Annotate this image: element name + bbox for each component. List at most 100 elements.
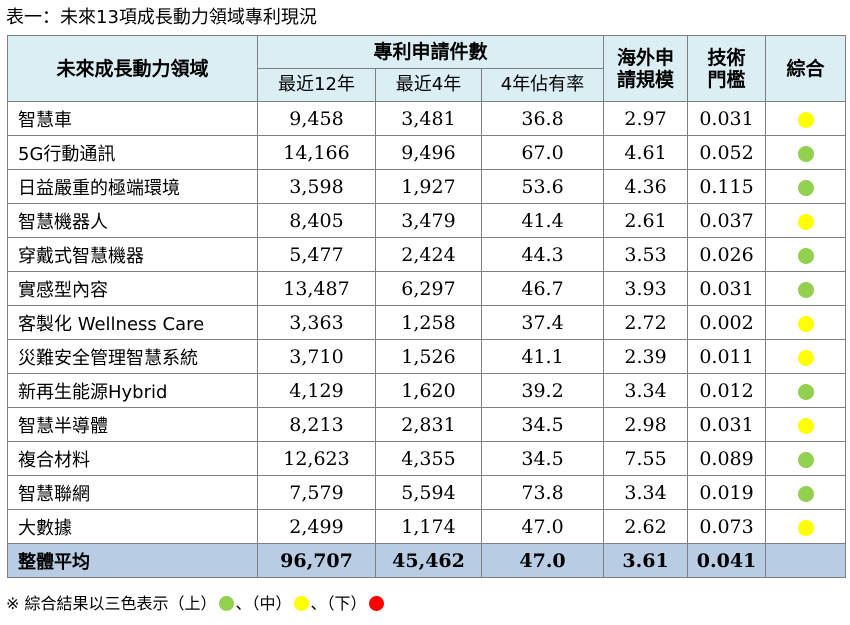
row-r4: 3,481 xyxy=(375,101,482,136)
row-field-name: 日益嚴重的極端環境 xyxy=(7,169,258,204)
table-row: 穿戴式智慧機器 5,477 2,424 44.3 3.53 0.026 xyxy=(7,237,847,272)
green-dot-icon xyxy=(797,383,814,400)
header-share4: 4年佔有率 xyxy=(480,68,605,102)
row-rating xyxy=(765,441,847,476)
row-share: 34.5 xyxy=(480,407,605,442)
green-dot-icon xyxy=(797,247,814,264)
row-overseas: 2.97 xyxy=(603,101,689,136)
row-field-name: 智慧聯網 xyxy=(7,475,258,510)
row-tech: 0.031 xyxy=(687,101,767,136)
row-overseas: 4.61 xyxy=(603,135,689,170)
yellow-dot-icon xyxy=(797,417,814,434)
row-tech: 0.031 xyxy=(687,407,767,442)
table-row: 智慧半導體 8,213 2,831 34.5 2.98 0.031 xyxy=(7,407,847,442)
row-r12: 14,166 xyxy=(257,135,376,170)
row-r4: 2,831 xyxy=(375,407,482,442)
row-r4: 1,927 xyxy=(375,169,482,204)
row-rating xyxy=(765,407,847,442)
row-r12: 3,598 xyxy=(257,169,376,204)
green-dot-icon xyxy=(797,485,814,502)
red-dot-icon xyxy=(368,596,384,611)
row-r4: 5,594 xyxy=(375,475,482,510)
row-tech: 0.012 xyxy=(687,373,767,408)
row-overseas: 3.34 xyxy=(603,373,689,408)
table-body: 智慧車 9,458 3,481 36.8 2.97 0.031 5G行動通訊 14,166 9,… xyxy=(7,101,847,578)
green-dot-icon xyxy=(218,596,234,611)
row-share: 41.4 xyxy=(480,203,605,238)
row-rating xyxy=(765,509,847,544)
patent-table: 未來成長動力領域 專利申請件數 海外申請規模 技術門檻 綜合 最近12年 最近4… xyxy=(7,35,847,578)
table-row: 實感型內容 13,487 6,297 46.7 3.93 0.031 xyxy=(7,271,847,306)
row-tech: 0.037 xyxy=(687,203,767,238)
row-overseas: 2.61 xyxy=(603,203,689,238)
row-overseas: 4.36 xyxy=(603,169,689,204)
row-r4: 6,297 xyxy=(375,271,482,306)
row-overseas: 3.53 xyxy=(603,237,689,272)
row-r4: 3,479 xyxy=(375,203,482,238)
row-tech: 0.002 xyxy=(687,305,767,340)
row-field-name: 大數據 xyxy=(7,509,258,544)
row-rating xyxy=(765,475,847,510)
row-overseas: 3.34 xyxy=(603,475,689,510)
table-row: 新再生能源Hybrid 4,129 1,620 39.2 3.34 0.012 xyxy=(7,373,847,408)
row-share: 34.5 xyxy=(480,441,605,476)
footnote: ※ 綜合結果以三色表示（上） 、（中） 、（下） xyxy=(6,593,386,615)
row-r12: 5,477 xyxy=(257,237,376,272)
row-rating xyxy=(765,237,847,272)
yellow-dot-icon xyxy=(797,349,814,366)
row-r12: 13,487 xyxy=(257,271,376,306)
row-field-name: 穿戴式智慧機器 xyxy=(7,237,258,272)
green-dot-icon xyxy=(797,179,814,196)
total-row: 整體平均 96,707 45,462 47.0 3.61 0.041 xyxy=(7,543,847,578)
header-tech: 技術門檻 xyxy=(687,35,767,102)
row-share: 46.7 xyxy=(480,271,605,306)
green-dot-icon xyxy=(797,145,814,162)
row-rating xyxy=(765,305,847,340)
table-row: 大數據 2,499 1,174 47.0 2.62 0.073 xyxy=(7,509,847,544)
row-r4: 1,174 xyxy=(375,509,482,544)
row-rating xyxy=(765,101,847,136)
row-share: 37.4 xyxy=(480,305,605,340)
row-overseas: 7.55 xyxy=(603,441,689,476)
row-r12: 8,213 xyxy=(257,407,376,442)
row-share: 47.0 xyxy=(480,509,605,544)
row-tech: 0.115 xyxy=(687,169,767,204)
yellow-dot-icon xyxy=(797,519,814,536)
row-share: 67.0 xyxy=(480,135,605,170)
row-share: 73.8 xyxy=(480,475,605,510)
table-title: 表一：未來13項成長動力領域專利現況 xyxy=(6,7,317,28)
row-rating xyxy=(765,339,847,374)
yellow-dot-icon xyxy=(797,111,814,128)
header-overseas: 海外申請規模 xyxy=(603,35,689,102)
table-row: 日益嚴重的極端環境 3,598 1,927 53.6 4.36 0.115 xyxy=(7,169,847,204)
row-r4: 1,620 xyxy=(375,373,482,408)
header-field: 未來成長動力領域 xyxy=(7,35,258,102)
row-r4: 9,496 xyxy=(375,135,482,170)
row-overseas: 2.39 xyxy=(603,339,689,374)
header-recent4: 最近4年 xyxy=(375,68,482,102)
table-row: 智慧機器人 8,405 3,479 41.4 2.61 0.037 xyxy=(7,203,847,238)
row-rating xyxy=(765,373,847,408)
row-overseas: 2.72 xyxy=(603,305,689,340)
row-tech: 0.026 xyxy=(687,237,767,272)
row-r12: 9,458 xyxy=(257,101,376,136)
total-share: 47.0 xyxy=(480,543,605,578)
yellow-dot-icon xyxy=(797,315,814,332)
row-field-name: 智慧半導體 xyxy=(7,407,258,442)
yellow-dot-icon xyxy=(797,213,814,230)
row-r12: 2,499 xyxy=(257,509,376,544)
row-rating xyxy=(765,271,847,306)
row-r4: 1,258 xyxy=(375,305,482,340)
table-row: 智慧聯網 7,579 5,594 73.8 3.34 0.019 xyxy=(7,475,847,510)
row-r4: 1,526 xyxy=(375,339,482,374)
row-share: 36.8 xyxy=(480,101,605,136)
row-overseas: 2.62 xyxy=(603,509,689,544)
row-r12: 12,623 xyxy=(257,441,376,476)
total-overseas: 3.61 xyxy=(603,543,689,578)
row-r4: 2,424 xyxy=(375,237,482,272)
row-share: 39.2 xyxy=(480,373,605,408)
row-field-name: 客製化 Wellness Care xyxy=(7,305,258,340)
row-r12: 8,405 xyxy=(257,203,376,238)
header-patents: 專利申請件數 xyxy=(256,35,605,69)
footnote-sep2: 、（下） xyxy=(310,594,367,613)
